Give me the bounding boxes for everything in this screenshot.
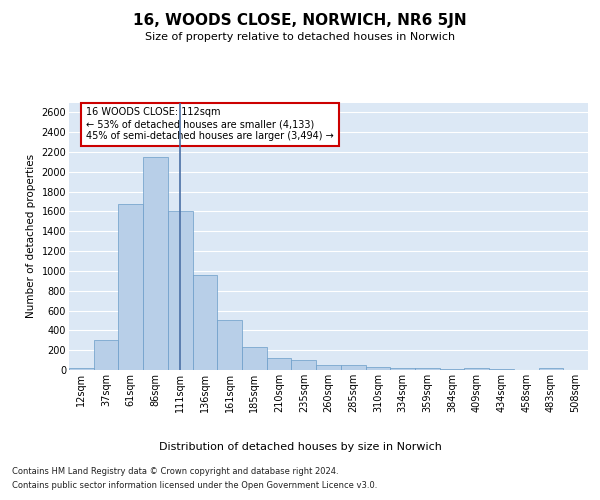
Bar xyxy=(143,157,168,370)
Bar xyxy=(390,368,415,370)
Bar xyxy=(217,320,242,370)
Text: Contains public sector information licensed under the Open Government Licence v3: Contains public sector information licen… xyxy=(12,481,377,490)
Bar xyxy=(94,340,118,370)
Bar xyxy=(292,360,316,370)
Text: 16 WOODS CLOSE: 112sqm
← 53% of detached houses are smaller (4,133)
45% of semi-: 16 WOODS CLOSE: 112sqm ← 53% of detached… xyxy=(86,108,334,140)
Text: Size of property relative to detached houses in Norwich: Size of property relative to detached ho… xyxy=(145,32,455,42)
Bar xyxy=(242,346,267,370)
Text: 16, WOODS CLOSE, NORWICH, NR6 5JN: 16, WOODS CLOSE, NORWICH, NR6 5JN xyxy=(133,12,467,28)
Bar xyxy=(440,368,464,370)
Y-axis label: Number of detached properties: Number of detached properties xyxy=(26,154,36,318)
Bar xyxy=(267,358,292,370)
Text: Distribution of detached houses by size in Norwich: Distribution of detached houses by size … xyxy=(158,442,442,452)
Bar xyxy=(539,368,563,370)
Bar xyxy=(341,365,365,370)
Bar xyxy=(464,368,489,370)
Text: Contains HM Land Registry data © Crown copyright and database right 2024.: Contains HM Land Registry data © Crown c… xyxy=(12,468,338,476)
Bar xyxy=(193,275,217,370)
Bar xyxy=(69,368,94,370)
Bar xyxy=(118,204,143,370)
Bar xyxy=(365,367,390,370)
Bar xyxy=(316,365,341,370)
Bar xyxy=(415,368,440,370)
Bar xyxy=(489,368,514,370)
Bar xyxy=(168,212,193,370)
